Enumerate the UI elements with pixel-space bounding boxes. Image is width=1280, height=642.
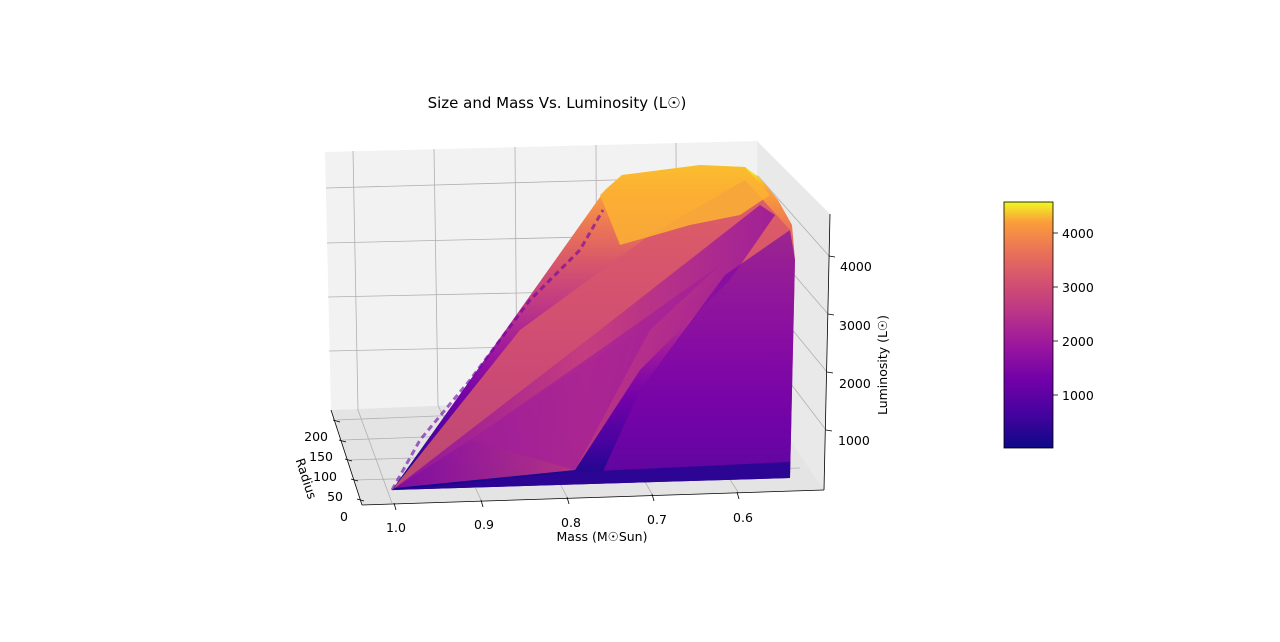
z-tick-label: 4000 (840, 259, 872, 274)
y-tick-label: 200 (304, 429, 328, 444)
x-tick-label: 0.6 (733, 510, 753, 525)
x-tick-label: 0.9 (474, 517, 494, 532)
y-axis-ticks: 0 50 100 150 200 (304, 419, 365, 524)
axis-lines (330, 213, 831, 506)
surface-inner-crease (470, 265, 720, 470)
z-axis-label: Luminosity (L☉) (875, 315, 890, 415)
x-tick-label: 1.0 (386, 520, 406, 535)
surface-floor-edge (392, 462, 790, 490)
y-tick-label: 150 (309, 449, 333, 464)
surface-sharp-edge (390, 209, 605, 491)
chart-title: Size and Mass Vs. Luminosity (L☉) (428, 94, 687, 112)
surface-inner-trough (395, 205, 775, 488)
colorbar-tick-label: 1000 (1062, 388, 1094, 403)
x-axis-ticks: 1.0 0.9 0.8 0.7 0.6 (386, 491, 753, 535)
y-tick-label: 100 (313, 469, 337, 484)
colorbar-tick-label: 2000 (1062, 334, 1094, 349)
z-axis-ticks: 1000 2000 3000 4000 (825, 255, 872, 448)
y-tick-label: 50 (327, 489, 343, 504)
colorbar-tick-label: 3000 (1062, 280, 1094, 295)
surface-top-band (600, 165, 770, 245)
surface (390, 165, 795, 491)
x-axis-label: Mass (M☉Sun) (557, 529, 648, 544)
z-tick-label: 3000 (839, 318, 871, 333)
surface-right-face (600, 230, 795, 478)
z-tick-label: 2000 (839, 376, 871, 391)
colorbar-gradient (1003, 201, 1054, 449)
surface-front-ridge (392, 180, 790, 490)
colorbar: 1000 2000 3000 4000 (1003, 201, 1094, 449)
colorbar-tick-label: 4000 (1062, 226, 1094, 241)
x-tick-label: 0.8 (561, 515, 581, 530)
z-tick-label: 1000 (838, 433, 870, 448)
x-tick-label: 0.7 (647, 512, 667, 527)
y-tick-label: 0 (340, 509, 348, 524)
